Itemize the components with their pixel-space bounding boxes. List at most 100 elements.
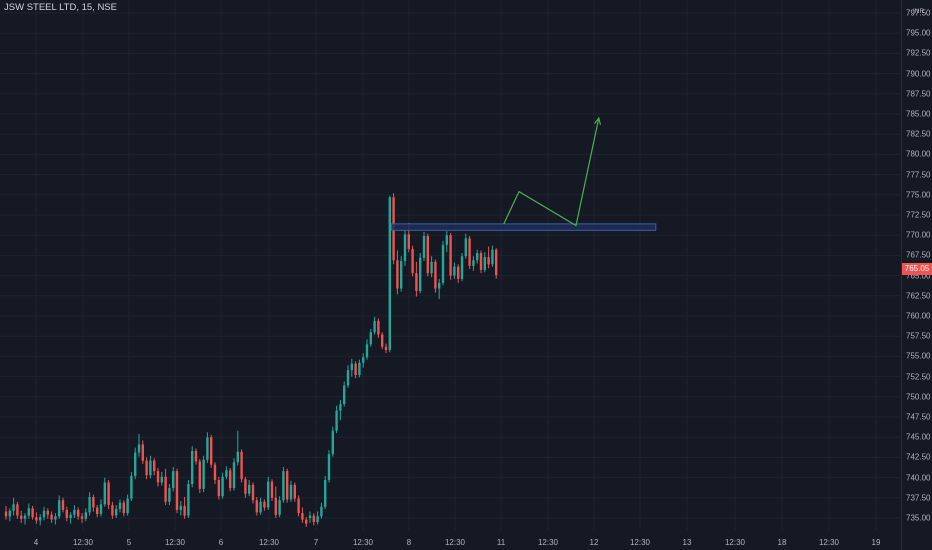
candle-body xyxy=(445,235,448,245)
candle-body xyxy=(198,461,201,489)
candle-body xyxy=(194,450,198,462)
price-tick-label: 775.00 xyxy=(906,190,931,200)
symbol-title[interactable]: JSW STEEL LTD, 15, NSE xyxy=(4,2,117,13)
time-tick-label: 19 xyxy=(871,538,881,547)
candle-body xyxy=(141,444,144,461)
time-tick-label: 13 xyxy=(682,538,692,547)
candle-body xyxy=(495,249,498,276)
time-tick-label: 8 xyxy=(406,538,412,547)
candle-body xyxy=(388,197,391,350)
candle-body xyxy=(191,450,194,485)
candle-body xyxy=(39,517,42,521)
candle-body xyxy=(373,320,376,333)
candle-body xyxy=(213,464,217,481)
candle-body xyxy=(263,501,266,508)
candle-body xyxy=(358,362,361,375)
candle-body xyxy=(293,484,296,499)
candle-body xyxy=(229,470,232,489)
candle-body xyxy=(115,509,118,516)
candle-body xyxy=(396,260,399,289)
candle-body xyxy=(80,516,84,519)
candle-body xyxy=(479,252,483,270)
candle-body xyxy=(122,502,125,514)
candle-body xyxy=(476,252,479,261)
candle-body xyxy=(320,506,323,517)
candle-body xyxy=(27,508,30,516)
price-tick-label: 740.00 xyxy=(906,473,931,483)
candle-body xyxy=(483,257,486,270)
price-tick-label: 770.00 xyxy=(906,230,931,240)
candle-body xyxy=(331,430,334,455)
candle-body xyxy=(160,476,163,483)
candle-body xyxy=(289,484,293,500)
time-tick-label: 12:30 xyxy=(444,538,466,547)
candle-body xyxy=(422,236,426,258)
candle-body xyxy=(426,236,429,274)
time-tick-label: 4 xyxy=(33,538,39,547)
price-tick-label: 780.00 xyxy=(906,149,931,159)
price-tick-label: 792.50 xyxy=(906,48,931,58)
price-tick-label: 760.00 xyxy=(906,311,931,321)
price-tick-label: 767.50 xyxy=(906,250,931,260)
candle-body xyxy=(274,497,277,515)
candle-body xyxy=(369,332,372,345)
candle-body xyxy=(210,437,213,465)
candle-body xyxy=(92,496,95,508)
resistance-zone[interactable] xyxy=(391,223,657,231)
candle-body xyxy=(312,515,315,523)
candle-body xyxy=(248,484,251,494)
candle-body xyxy=(73,509,76,515)
candle-body xyxy=(172,471,175,489)
candle-body xyxy=(415,273,418,291)
candle-body xyxy=(179,505,182,510)
candle-body xyxy=(175,471,179,510)
candle-body xyxy=(365,344,369,358)
candle-body xyxy=(46,510,49,515)
time-tick-label: 12:30 xyxy=(72,538,94,547)
price-axis[interactable] xyxy=(901,0,932,550)
candle-body xyxy=(88,496,91,513)
price-tick-label: 742.50 xyxy=(906,452,931,462)
candle-body xyxy=(460,256,464,279)
candle-body xyxy=(221,476,224,497)
candle-body xyxy=(206,437,209,460)
candle-body xyxy=(168,488,171,502)
candle-body xyxy=(77,509,80,517)
candle-body xyxy=(156,471,160,483)
candle-body xyxy=(381,334,384,347)
time-tick-label: 12:30 xyxy=(537,538,559,547)
price-tick-label: 750.00 xyxy=(906,392,931,402)
candle-body xyxy=(441,244,445,283)
candle-body xyxy=(255,500,258,513)
time-tick-label: 11 xyxy=(496,538,506,547)
projection-arrow[interactable] xyxy=(503,117,600,227)
time-tick-label: 12 xyxy=(589,538,599,547)
candle-body xyxy=(297,498,300,514)
candle-body xyxy=(217,480,220,497)
candle-body xyxy=(411,248,414,274)
candle-body xyxy=(251,484,255,501)
time-tick-label: 12:30 xyxy=(258,538,280,547)
candle-body xyxy=(487,257,490,265)
price-tick-label: 745.00 xyxy=(906,432,931,442)
drawing-annotations[interactable] xyxy=(391,116,657,231)
candle-body xyxy=(130,475,133,499)
candle-body xyxy=(419,257,422,291)
candle-body xyxy=(343,385,346,405)
candle-body xyxy=(240,451,243,480)
candle-body xyxy=(316,516,319,523)
candle-body xyxy=(346,370,350,386)
candle-body xyxy=(468,238,471,266)
candle-body xyxy=(187,484,190,516)
candle-body xyxy=(31,508,34,518)
candle-body xyxy=(362,357,365,363)
candle-body xyxy=(354,363,357,375)
candle-body xyxy=(282,471,285,501)
price-tick-label: 782.50 xyxy=(906,129,931,139)
time-tick-label: 18 xyxy=(777,538,787,547)
price-tick-label: 735.00 xyxy=(906,513,931,523)
candle-body xyxy=(305,519,308,524)
price-tick-label: 797.50 xyxy=(906,8,931,18)
